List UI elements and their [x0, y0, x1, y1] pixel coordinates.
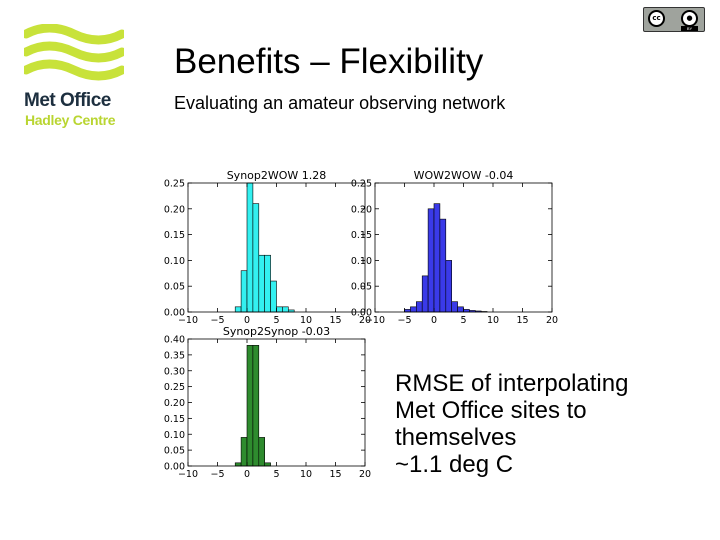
y-tick-label: 0.25: [351, 179, 372, 190]
histogram-bar: [270, 280, 277, 313]
y-tick-label: 0.35: [164, 350, 185, 361]
y-tick-label: 0.20: [164, 204, 185, 215]
histogram-bar: [451, 301, 458, 313]
histogram-bar: [276, 306, 283, 313]
x-tick-label: 15: [516, 315, 528, 326]
y-tick-label: 0.00: [164, 462, 185, 473]
x-tick-label: 20: [359, 469, 371, 480]
logo-name: Met Office: [24, 90, 111, 111]
histogram-bar: [410, 306, 417, 313]
chart-title: Synop2Synop -0.03: [223, 325, 330, 338]
histogram-bar: [264, 254, 271, 313]
y-tick-label: 0.10: [164, 256, 185, 267]
met-office-logo: Met Office Hadley Centre: [22, 24, 132, 134]
note-line: Met Office sites to: [395, 397, 587, 424]
plot-frame: [187, 338, 366, 467]
y-tick-label: 0.15: [164, 230, 185, 241]
histogram-bar: [240, 270, 248, 313]
x-tick-label: 5: [273, 315, 279, 326]
x-tick-label: 15: [329, 469, 341, 480]
histogram-bar: [439, 218, 447, 313]
histogram-bar: [433, 203, 441, 313]
y-tick-label: 0.25: [164, 382, 185, 393]
histogram-bar: [240, 437, 248, 467]
x-tick-label: 0: [244, 315, 250, 326]
y-tick-label: 0.10: [351, 256, 372, 267]
plot-frame: [374, 182, 553, 313]
y-tick-label: 0.40: [164, 335, 185, 346]
x-tick-label: 20: [359, 315, 371, 326]
rmse-note: RMSE of interpolating Met Office sites t…: [395, 370, 628, 478]
y-tick-label: 0.00: [351, 308, 372, 319]
cc-icon: cc: [648, 10, 665, 27]
x-tick-label: −10: [178, 469, 198, 480]
x-tick-label: −10: [365, 315, 385, 326]
histogram-bar: [258, 437, 266, 467]
note-line: themselves: [395, 424, 517, 451]
histogram-bar: [252, 345, 260, 467]
x-tick-label: −5: [210, 315, 224, 326]
x-tick-label: −5: [210, 469, 224, 480]
x-tick-label: 0: [431, 315, 437, 326]
x-tick-label: 15: [329, 315, 341, 326]
histogram-bar: [252, 203, 260, 313]
y-tick-label: 0.00: [164, 308, 185, 319]
logo-subname: Hadley Centre: [25, 112, 116, 128]
x-tick-label: −10: [178, 315, 198, 326]
by-icon: ●: [681, 10, 698, 27]
y-tick-label: 0.20: [164, 398, 185, 409]
y-tick-label: 0.15: [351, 230, 372, 241]
histogram-bar: [246, 345, 254, 467]
y-tick-label: 0.05: [164, 282, 185, 293]
histogram-charts: −10 −5 0 5 10 15 200.000.050.100.150.200.25Syn…: [164, 169, 558, 480]
histogram-bar: [445, 260, 452, 313]
y-tick-label: 0.25: [164, 179, 185, 190]
y-tick-label: 0.10: [164, 430, 185, 441]
histogram-bar: [415, 301, 423, 313]
x-tick-label: 10: [300, 469, 312, 480]
slide-title: Benefits – Flexibility: [174, 42, 484, 81]
histogram-bar: [421, 275, 429, 313]
y-tick-label: 0.30: [164, 366, 185, 377]
logo-waves-icon: [24, 24, 124, 81]
histogram-bar: [258, 254, 266, 313]
chart-title: Synop2WOW 1.28: [227, 169, 327, 182]
histogram-bar: [234, 462, 242, 467]
y-tick-label: 0.20: [351, 204, 372, 215]
x-tick-label: 0: [244, 469, 250, 480]
x-tick-label: 20: [546, 315, 558, 326]
x-tick-label: 10: [300, 315, 312, 326]
histogram-bar: [427, 208, 435, 313]
by-label: BY: [681, 26, 698, 31]
note-line: ~1.1 deg C: [395, 451, 514, 478]
histogram-bar: [457, 306, 464, 313]
cc-license-badge: cc ● BY: [643, 7, 705, 32]
histogram-bar: [282, 306, 289, 313]
y-tick-label: 0.05: [351, 282, 372, 293]
x-tick-label: 5: [273, 469, 279, 480]
y-tick-label: 0.15: [164, 414, 185, 425]
x-tick-label: 5: [460, 315, 466, 326]
chart-title: WOW2WOW -0.04: [414, 169, 514, 182]
slide-subtitle: Evaluating an amateur observing network: [174, 93, 506, 113]
note-line: RMSE of interpolating: [395, 370, 629, 397]
x-tick-label: −5: [397, 315, 411, 326]
histogram-bar: [246, 182, 254, 313]
histogram-bar: [234, 306, 242, 313]
histogram-bar: [264, 462, 271, 467]
y-tick-label: 0.05: [164, 446, 185, 457]
x-tick-label: 10: [487, 315, 499, 326]
